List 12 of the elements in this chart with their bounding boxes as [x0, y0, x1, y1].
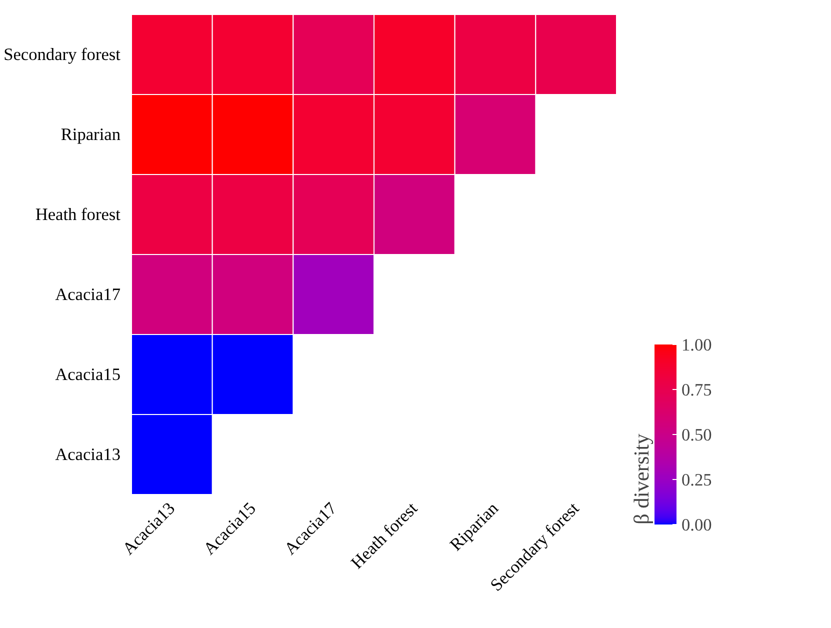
- y-tick-label: Heath forest: [35, 205, 121, 224]
- y-tick-label: Secondary forest: [4, 45, 121, 64]
- y-tick-label: Acacia15: [55, 365, 120, 384]
- color-bar-label: 0.00: [682, 516, 712, 534]
- y-tick-label: Acacia13: [55, 445, 120, 464]
- color-bar-label: 0.50: [682, 426, 712, 444]
- color-bar-label: 1.00: [682, 336, 712, 354]
- color-bar-title: β diversity: [630, 433, 654, 524]
- color-bar-label: 0.25: [682, 470, 712, 490]
- y-tick-label: Riparian: [60, 125, 121, 144]
- color-bar-label: 0.75: [682, 380, 712, 400]
- y-tick-label: Acacia17: [55, 285, 121, 304]
